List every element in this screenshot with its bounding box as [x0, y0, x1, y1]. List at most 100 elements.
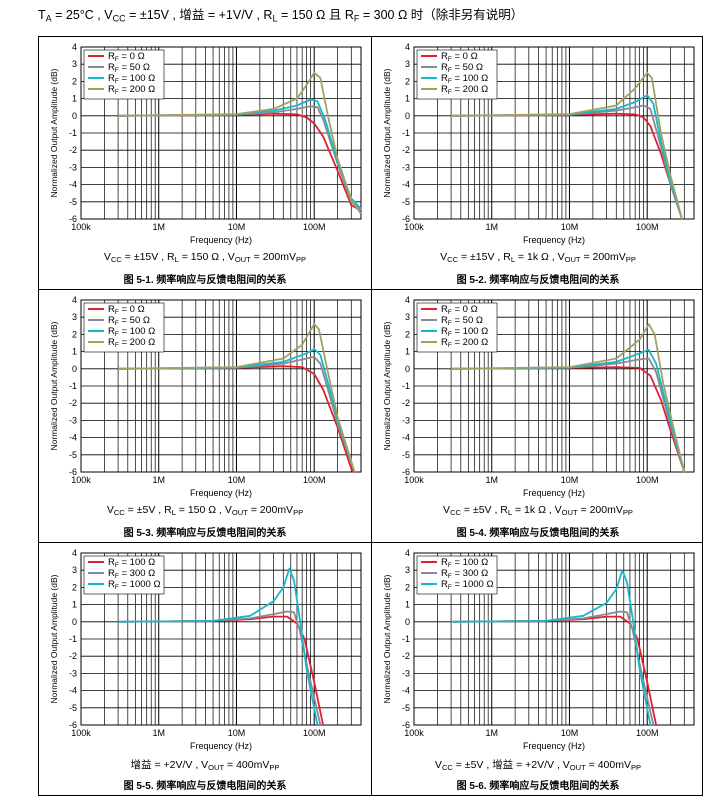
y-tick-label: -6: [69, 720, 77, 730]
y-tick-label: 4: [405, 295, 410, 305]
legend-entry: RF = 100 Ω: [108, 326, 155, 338]
x-tick-label: 100M: [636, 222, 659, 232]
y-tick-label: -6: [69, 467, 77, 477]
figure-grid: 4 3 2 1 0 -1 -2 -3 -4 -5 -6 100k 1M 10M 100M Frequency …: [38, 36, 703, 796]
y-tick-label: -2: [402, 651, 410, 661]
y-tick-label: 3: [405, 59, 410, 69]
condition-subscript: PP: [269, 762, 280, 772]
y-tick-label: 1: [405, 600, 410, 610]
x-axis-label: Frequency (Hz): [190, 741, 252, 751]
condition-subscript: PP: [630, 762, 642, 772]
y-tick-label: 1: [72, 600, 77, 610]
x-tick-label: 100k: [404, 222, 424, 232]
legend-box: [83, 49, 165, 100]
x-tick-label: 100k: [71, 475, 91, 485]
y-tick-label: 2: [405, 329, 410, 339]
y-tick-label: -3: [402, 668, 410, 678]
y-tick-label: -3: [69, 162, 77, 172]
y-tick-label: -3: [69, 668, 77, 678]
x-axis-label: Frequency (Hz): [190, 488, 252, 498]
legend-entry: RF = 200 Ω: [108, 84, 155, 96]
y-tick-label: 4: [72, 42, 77, 52]
y-tick-label: -2: [402, 145, 410, 155]
y-tick-label: -3: [402, 162, 410, 172]
condition-subscript: OUT: [234, 254, 251, 264]
legend-entry: RF = 1000 Ω: [441, 579, 494, 591]
series-line: [118, 567, 319, 726]
y-tick-label: -5: [69, 197, 77, 207]
x-axis-label: Frequency (Hz): [190, 235, 252, 245]
y-tick-label: -6: [402, 214, 410, 224]
series-line: [451, 569, 652, 726]
series-line: [451, 71, 683, 220]
plot-frame: [80, 46, 362, 220]
legend-entry: RF = 50 Ω: [108, 315, 150, 327]
y-tick-label: -4: [402, 180, 410, 190]
x-tick-label: 100M: [636, 475, 659, 485]
figure-cell: 4 3 2 1 0 -1 -2 -3 -4 -5 -6 100k 1M 10M 100M Frequency …: [39, 543, 371, 795]
x-tick-label: 100k: [404, 475, 424, 485]
y-tick-label: -6: [402, 467, 410, 477]
chart-caption: 图 5-6. 频率响应与反馈电阻间的关系: [456, 781, 620, 792]
condition-text: V: [443, 504, 451, 516]
y-tick-label: -5: [69, 450, 77, 460]
y-tick-label: -1: [402, 128, 410, 138]
legend-entry: RF = 200 Ω: [108, 337, 155, 349]
y-tick-label: -5: [402, 703, 410, 713]
condition-subscript: L: [510, 254, 516, 264]
x-tick-label: 100k: [71, 222, 91, 232]
x-tick-label: 100M: [636, 728, 659, 738]
x-tick-label: 1M: [152, 222, 165, 232]
y-tick-label: 0: [405, 111, 410, 121]
y-tick-label: -3: [69, 415, 77, 425]
legend-box: [83, 302, 165, 353]
x-tick-label: 10M: [561, 728, 579, 738]
y-tick-label: -6: [402, 720, 410, 730]
condition-subscript: CC: [110, 254, 122, 264]
y-tick-label: -3: [402, 415, 410, 425]
grid-row-divider-1: [39, 289, 702, 290]
figure-cell: 4 3 2 1 0 -1 -2 -3 -4 -5 -6 100k 1M 10M 100M Frequency …: [39, 290, 371, 542]
chart-conditions: VCC = ±5V , 增益 = +2V/V , VOUT = 400mVPP: [372, 757, 704, 772]
condition-text: = ±15V , R: [458, 251, 511, 263]
condition-text: = 400mV: [224, 759, 270, 771]
chart-conditions: VCC = ±5V , RL = 150 Ω , VOUT = 200mVPP: [39, 504, 371, 517]
condition-text: V: [434, 759, 442, 771]
y-tick-label: -1: [69, 381, 77, 391]
y-tick-label: 3: [72, 312, 77, 322]
x-tick-label: 100M: [303, 728, 326, 738]
y-tick-label: -2: [69, 651, 77, 661]
condition-subscript: OUT: [569, 762, 586, 772]
series-line: [118, 323, 356, 473]
legend-box: [416, 302, 498, 353]
y-tick-label: -4: [402, 686, 410, 696]
legend: RF = 0 ΩRF = 50 ΩRF = 100 ΩRF = 200 Ω: [416, 302, 498, 353]
y-axis-label: Normalized Output Amplitude (dB): [382, 321, 392, 450]
x-tick-label: 10M: [228, 728, 246, 738]
y-tick-label: 4: [405, 548, 410, 558]
y-tick-label: -4: [69, 686, 77, 696]
header-text-1: = 25°C , V: [51, 8, 113, 22]
x-tick-label: 100k: [71, 728, 91, 738]
y-tick-label: 2: [72, 76, 77, 86]
y-tick-label: -1: [402, 634, 410, 644]
series-line: [451, 323, 686, 473]
y-tick-label: 3: [405, 565, 410, 575]
y-axis-label: Normalized Output Amplitude (dB): [49, 321, 59, 450]
plot-frame: [80, 299, 362, 473]
chart-conditions: VCC = ±15V , RL = 150 Ω , VOUT = 200mVPP: [39, 251, 371, 264]
x-tick-label: 10M: [561, 222, 579, 232]
y-tick-label: 2: [72, 329, 77, 339]
y-tick-label: -4: [69, 180, 77, 190]
condition-text: V: [440, 251, 448, 263]
y-tick-label: -6: [69, 214, 77, 224]
x-tick-label: 1M: [485, 728, 498, 738]
x-tick-label: 1M: [485, 222, 498, 232]
header-sub-f: F: [353, 13, 360, 24]
condition-subscript: PP: [625, 254, 636, 264]
legend-entry: RF = 200 Ω: [441, 337, 488, 349]
condition-text: V: [103, 251, 111, 263]
chart-caption: 图 5-4. 频率响应与反馈电阻间的关系: [456, 528, 620, 539]
